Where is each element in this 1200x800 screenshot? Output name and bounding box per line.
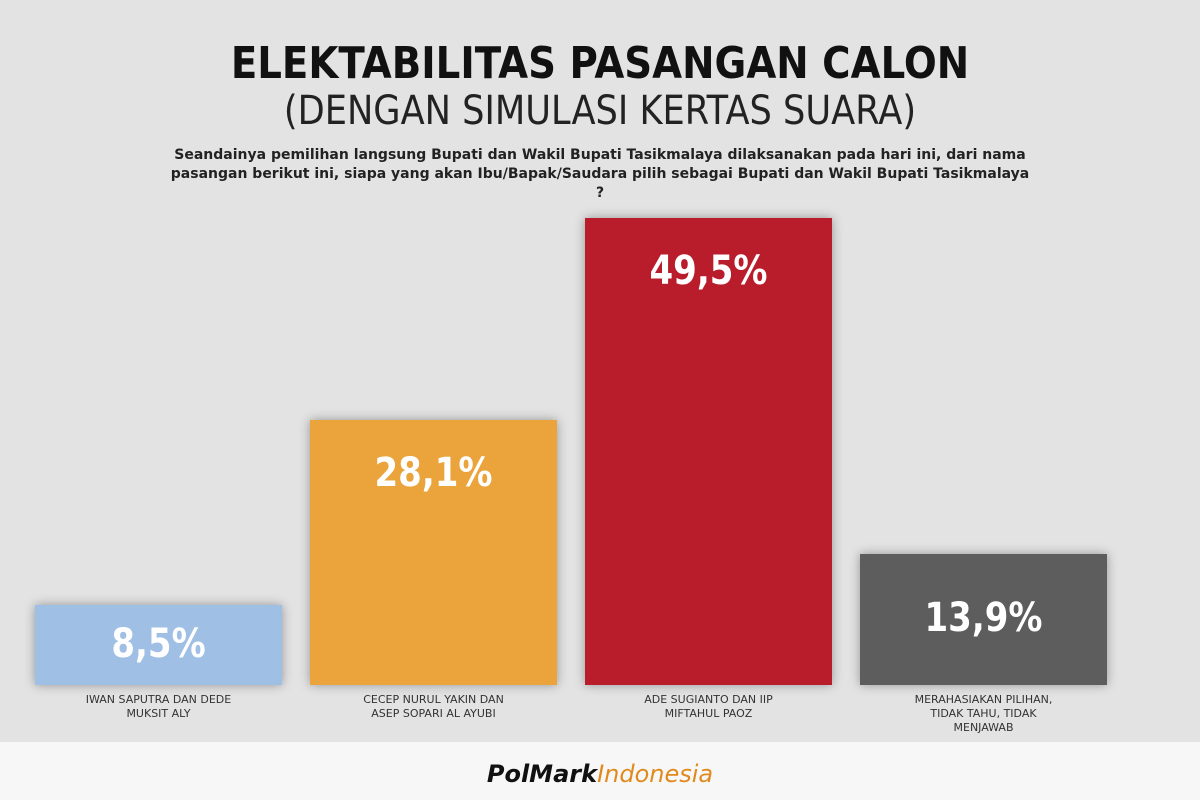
bar [860,553,1107,685]
chart-title: ELEKTABILITAS PASANGAN CALON [230,38,970,89]
chart-subtitle: (DENGAN SIMULASI KERTAS SUARA) [283,88,917,134]
logo-brand: PolMark [486,760,598,788]
category-label: CECEP NURUL YAKIN DAN ASEP SOPARI AL AYU… [363,693,504,720]
value-label: 28,1% [374,450,493,497]
footer-band [0,742,1200,800]
survey-question: Seandainya pemilihan langsung Bupati dan… [170,147,1030,201]
category-label: IWAN SAPUTRA DAN DEDE MUKSIT ALY [85,693,232,720]
bar [35,604,282,685]
logo-country: Indonesia [597,760,714,788]
category-label: ADE SUGIANTO DAN IIP MIFTAHUL PAOZ [644,693,773,720]
bar [310,420,557,685]
value-label: 49,5% [649,248,768,295]
value-label: 8,5% [111,620,206,667]
source-logo: PolMarkIndonesia [0,760,1200,788]
bar [585,218,832,685]
value-label: 13,9% [924,595,1043,642]
category-label: MERAHASIAKAN PILIHAN, TIDAK TAHU, TIDAK … [914,693,1053,734]
